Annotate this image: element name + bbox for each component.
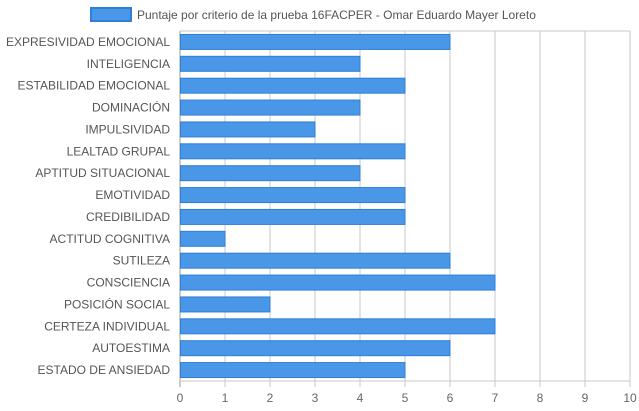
bar[interactable] bbox=[180, 121, 316, 138]
legend-swatch bbox=[90, 7, 132, 22]
category-label: CERTEZA INDIVIDUAL bbox=[44, 319, 170, 333]
category-label: IMPULSIVIDAD bbox=[85, 122, 170, 136]
category-label: ACTITUD COGNITIVA bbox=[50, 232, 170, 246]
x-tick-label: 6 bbox=[447, 391, 454, 405]
bars bbox=[180, 33, 496, 379]
x-tick-label: 9 bbox=[582, 391, 589, 405]
x-tick-label: 10 bbox=[623, 391, 637, 405]
bar[interactable] bbox=[180, 187, 406, 204]
category-label: CONSCIENCIA bbox=[87, 276, 170, 290]
category-label: ESTABILIDAD EMOCIONAL bbox=[18, 79, 171, 93]
x-tick-label: 8 bbox=[537, 391, 544, 405]
bar[interactable] bbox=[180, 143, 406, 160]
category-label: ESTADO DE ANSIEDAD bbox=[38, 363, 171, 377]
legend[interactable]: Puntaje por criterio de la prueba 16FACP… bbox=[90, 7, 536, 22]
category-label: INTELIGENCIA bbox=[87, 57, 170, 71]
bar[interactable] bbox=[180, 296, 271, 313]
category-label: AUTOESTIMA bbox=[92, 341, 170, 355]
bar[interactable] bbox=[180, 165, 361, 182]
bar[interactable] bbox=[180, 318, 496, 335]
bar[interactable] bbox=[180, 230, 226, 247]
bar[interactable] bbox=[180, 33, 451, 50]
category-label: EXPRESIVIDAD EMOCIONAL bbox=[6, 35, 170, 49]
bar[interactable] bbox=[180, 55, 361, 72]
bar[interactable] bbox=[180, 77, 406, 94]
x-tick-label: 0 bbox=[177, 391, 184, 405]
bar[interactable] bbox=[180, 274, 496, 291]
category-label: CREDIBILIDAD bbox=[86, 210, 170, 224]
bar[interactable] bbox=[180, 99, 361, 116]
bar[interactable] bbox=[180, 208, 406, 225]
bar[interactable] bbox=[180, 362, 406, 379]
category-label: LEALTAD GRUPAL bbox=[67, 144, 171, 158]
x-tick-label: 5 bbox=[402, 391, 409, 405]
bar[interactable] bbox=[180, 340, 451, 357]
x-tick-label: 3 bbox=[312, 391, 319, 405]
x-tick-label: 7 bbox=[492, 391, 499, 405]
category-labels: EXPRESIVIDAD EMOCIONAL INTELIGENCIA ESTABI… bbox=[6, 35, 170, 377]
category-label: EMOTIVIDAD bbox=[95, 188, 170, 202]
category-label: POSICIÓN SOCIAL bbox=[64, 296, 170, 311]
x-tick-label: 2 bbox=[267, 391, 274, 405]
bar[interactable] bbox=[180, 252, 451, 269]
category-label: DOMINACIÓN bbox=[92, 100, 170, 115]
category-label: APTITUD SITUACIONAL bbox=[35, 166, 170, 180]
x-axis-ticks: 0 1 2 3 4 5 6 7 8 9 10 bbox=[177, 391, 637, 405]
category-label: SUTILEZA bbox=[113, 254, 170, 268]
legend-label: Puntaje por criterio de la prueba 16FACP… bbox=[137, 8, 536, 22]
x-tick-label: 4 bbox=[357, 391, 364, 405]
x-tick-label: 1 bbox=[222, 391, 229, 405]
